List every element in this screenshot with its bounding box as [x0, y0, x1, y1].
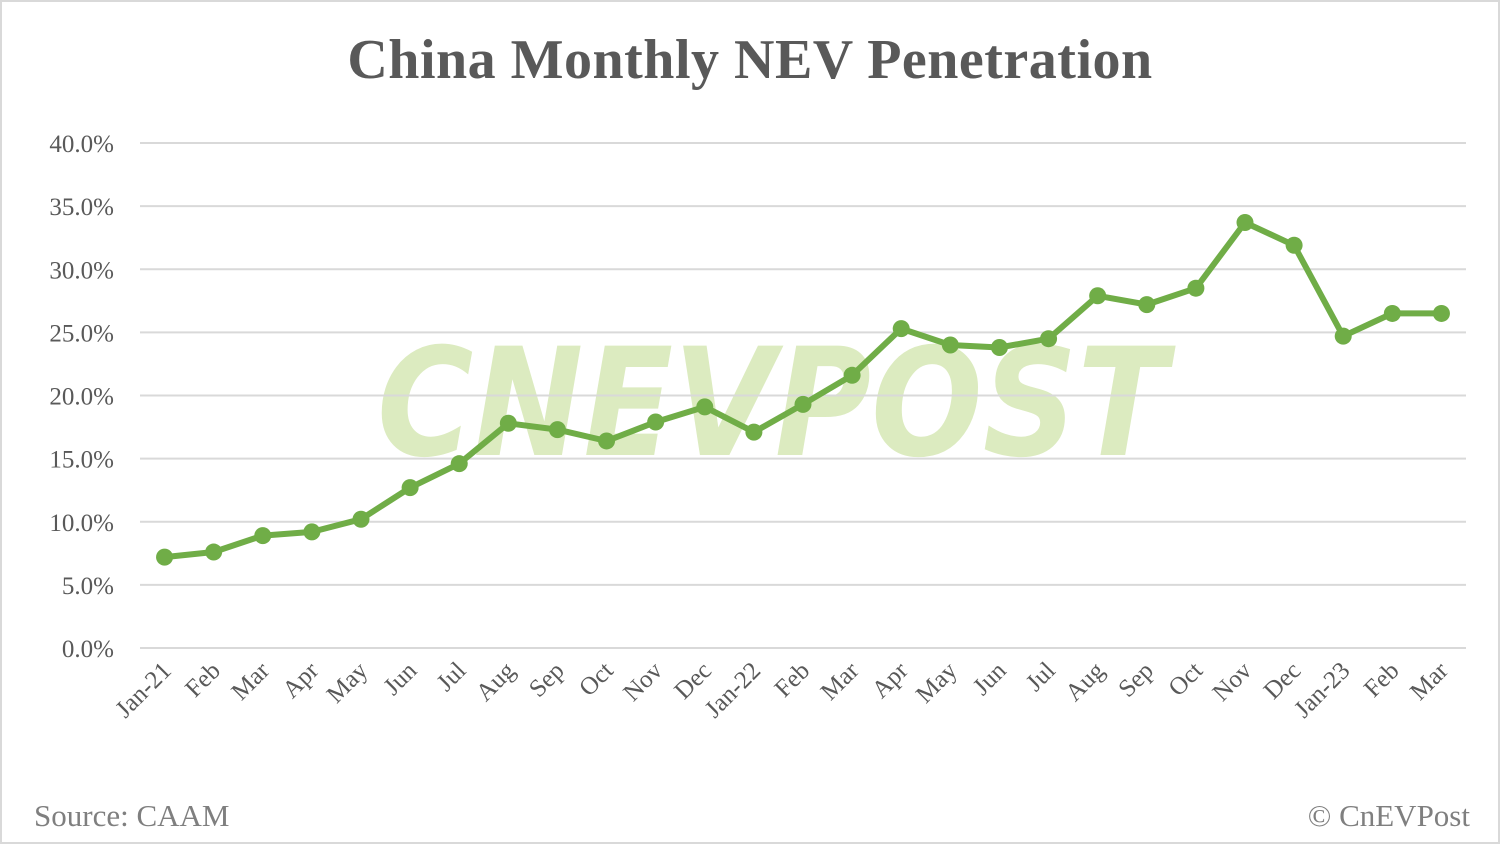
chart-title: China Monthly NEV Penetration: [347, 29, 1153, 91]
x-tick-label: Apr: [278, 657, 325, 704]
data-point: [1236, 214, 1254, 232]
x-tick-label: Feb: [180, 657, 226, 703]
data-point: [1432, 304, 1450, 322]
watermark-logo: CNEVPOST: [377, 317, 1176, 491]
y-tick-label: 20.0%: [49, 384, 114, 411]
data-point: [1040, 330, 1058, 348]
x-tick-label: Jul: [432, 657, 472, 697]
x-tick-label: Oct: [574, 657, 619, 702]
x-tick-label: Sep: [524, 657, 570, 703]
data-point: [205, 543, 223, 561]
data-point: [941, 336, 959, 354]
x-tick-label: Nov: [618, 657, 668, 707]
y-tick-label: 15.0%: [49, 447, 114, 474]
x-tick-label: Feb: [1359, 657, 1405, 703]
x-tick-label: Aug: [1060, 657, 1110, 707]
x-tick-label: May: [911, 657, 963, 709]
x-tick-label: Jul: [1021, 657, 1061, 697]
data-points: [156, 214, 1450, 566]
data-point: [745, 423, 763, 441]
gridlines: [140, 142, 1466, 649]
data-point: [892, 320, 910, 338]
x-tick-label: Sep: [1113, 657, 1159, 703]
y-tick-label: 40.0%: [49, 131, 114, 158]
x-tick-label: Mar: [816, 657, 865, 706]
data-point: [1334, 327, 1352, 345]
data-point: [1089, 287, 1107, 305]
x-tick-label: Jan-22: [700, 657, 766, 723]
data-point: [843, 366, 861, 384]
data-point: [1285, 236, 1303, 254]
y-tick-label: 10.0%: [49, 510, 114, 537]
data-point: [401, 479, 419, 497]
y-tick-label: 25.0%: [49, 320, 114, 347]
y-axis-labels: 0.0% 5.0% 10.0% 15.0% 20.0% 25.0% 30.0% 35.0% 40…: [49, 131, 114, 663]
y-tick-label: 0.0%: [62, 636, 114, 663]
y-tick-label: 5.0%: [62, 573, 114, 600]
source-note: Source: CAAM: [34, 798, 230, 833]
data-point: [1138, 296, 1156, 314]
data-point: [990, 339, 1008, 357]
data-point: [303, 523, 321, 541]
data-point: [254, 527, 272, 545]
data-point: [1383, 304, 1401, 322]
x-tick-label: Jan-21: [111, 657, 177, 723]
x-tick-label: May: [322, 657, 374, 709]
x-tick-label: Jun: [379, 657, 423, 701]
data-point: [647, 413, 665, 431]
data-point: [156, 548, 174, 566]
data-point: [794, 395, 812, 413]
x-tick-label: Jan-23: [1289, 657, 1355, 723]
x-tick-label: Aug: [471, 657, 521, 707]
y-tick-label: 35.0%: [49, 194, 114, 221]
x-tick-label: Nov: [1208, 657, 1258, 707]
data-point: [450, 455, 468, 473]
y-tick-label: 30.0%: [49, 257, 114, 284]
x-tick-label: Oct: [1164, 657, 1209, 702]
data-point: [1187, 279, 1205, 297]
x-tick-label: Feb: [770, 657, 816, 703]
x-tick-label: Apr: [867, 657, 914, 704]
data-point: [598, 432, 616, 450]
data-point: [548, 421, 566, 439]
x-tick-label: Mar: [1405, 657, 1454, 706]
x-tick-label: Jun: [968, 657, 1012, 701]
data-point: [499, 414, 517, 432]
data-point: [696, 398, 714, 416]
data-point: [352, 510, 370, 528]
x-tick-label: Mar: [226, 657, 275, 706]
copyright-note: © CnEVPost: [1307, 798, 1470, 833]
